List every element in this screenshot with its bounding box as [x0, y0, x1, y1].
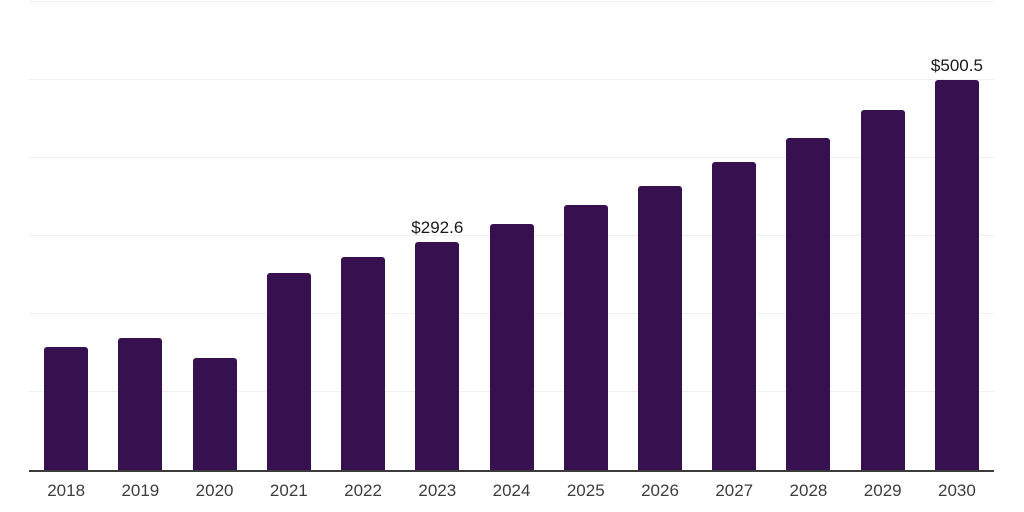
bar-2026	[637, 186, 682, 470]
x-axis-label-2029: 2029	[863, 481, 902, 500]
x-axis-label-2024: 2024	[492, 481, 531, 500]
bar-2028	[786, 137, 831, 470]
bar-column-2023: $292.6	[400, 2, 474, 470]
bar-value-label-2023: $292.6	[411, 217, 464, 237]
bar-2018	[44, 347, 89, 470]
bar-2020	[192, 357, 237, 470]
bar-value-label-2030: $500.5	[930, 55, 983, 75]
x-axis-label-2019: 2019	[121, 481, 160, 500]
bar-2030	[934, 79, 979, 470]
bar-2025	[563, 205, 608, 470]
gridline-600	[29, 1, 994, 2]
x-axis-label-2030: 2030	[938, 481, 976, 500]
bar-column-2020	[177, 2, 251, 470]
x-axis-label-2027: 2027	[715, 481, 754, 500]
x-axis-label-2022: 2022	[344, 481, 382, 500]
bar-column-2018	[29, 2, 103, 470]
x-axis-label-2020: 2020	[195, 481, 234, 500]
x-axis-label-2028: 2028	[789, 481, 828, 500]
bar-column-2024	[474, 2, 548, 470]
x-axis-labels: 2018 2019 2020 2021 2022 2023 2024 2025 2026 2027…	[29, 481, 994, 501]
x-axis-label-2018: 2018	[47, 481, 86, 500]
x-axis-label-2026: 2026	[641, 481, 679, 500]
plot-area: $292.6 $500.5	[29, 1, 994, 472]
x-axis-label-2025: 2025	[566, 481, 605, 500]
bar-column-2022	[326, 2, 400, 470]
gridline-500	[29, 79, 994, 80]
bar-2027	[712, 161, 757, 470]
bars: $292.6 $500.5	[29, 2, 994, 470]
x-axis-label-2023: 2023	[418, 481, 457, 500]
bar-column-2019	[103, 2, 177, 470]
bar-2022	[341, 256, 386, 470]
bar-2023	[415, 241, 460, 470]
gridline-400	[29, 157, 994, 159]
bar-column-2027	[697, 2, 771, 470]
bar-2019	[118, 338, 163, 470]
bar-column-2026	[623, 2, 697, 470]
bar-column-2021	[252, 2, 326, 470]
bar-2024	[489, 224, 534, 470]
bar-column-2025	[549, 2, 623, 470]
bar-column-2028	[771, 2, 845, 470]
bar-2029	[860, 110, 905, 470]
x-axis-label-2021: 2021	[269, 481, 308, 500]
bar-column-2029	[846, 2, 920, 470]
bar-column-2030: $500.5	[920, 2, 994, 470]
bar-2021	[266, 272, 311, 470]
